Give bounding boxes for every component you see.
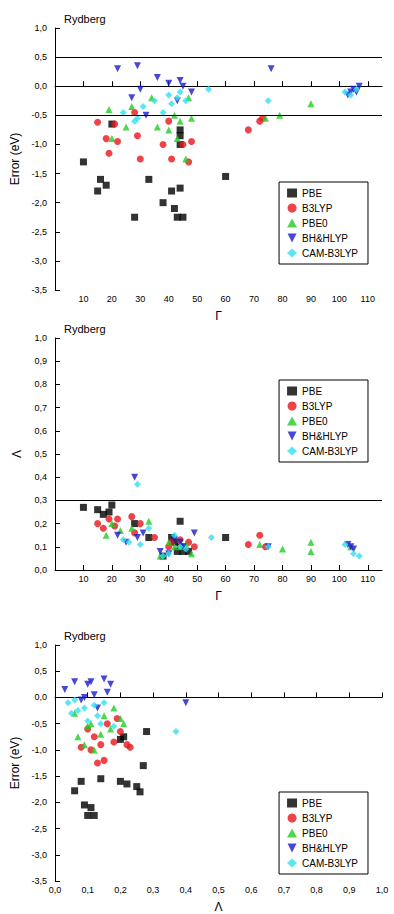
svg-text:40: 40: [164, 574, 174, 584]
svg-text:0,9: 0,9: [34, 356, 47, 366]
svg-text:1,0: 1,0: [34, 333, 47, 343]
svg-text:0,2: 0,2: [114, 885, 127, 895]
svg-text:0,5: 0,5: [34, 449, 47, 459]
svg-text:-1,0: -1,0: [31, 745, 47, 755]
svg-text:80: 80: [277, 294, 287, 304]
svg-text:B3LYP: B3LYP: [302, 203, 333, 214]
svg-text:0,7: 0,7: [34, 403, 47, 413]
svg-text:Error (eV): Error (eV): [8, 133, 22, 186]
svg-text:0,0: 0,0: [34, 565, 47, 575]
svg-text:BH&HLYP: BH&HLYP: [302, 843, 348, 854]
svg-text:Γ: Γ: [215, 589, 222, 603]
svg-text:0,6: 0,6: [245, 885, 258, 895]
svg-text:0,2: 0,2: [34, 519, 47, 529]
svg-text:-2,0: -2,0: [31, 797, 47, 807]
svg-text:0,3: 0,3: [34, 495, 47, 505]
svg-text:0,8: 0,8: [310, 885, 323, 895]
svg-text:CAM-B3LYP: CAM-B3LYP: [302, 248, 358, 259]
svg-text:-0,5: -0,5: [31, 719, 47, 729]
svg-text:0,5: 0,5: [34, 52, 47, 62]
svg-text:0,0: 0,0: [34, 81, 47, 91]
svg-text:60: 60: [221, 574, 231, 584]
svg-text:Rydberg: Rydberg: [64, 13, 106, 25]
svg-text:-3,0: -3,0: [31, 256, 47, 266]
svg-text:PBE0: PBE0: [302, 218, 328, 229]
svg-text:0,1: 0,1: [81, 885, 94, 895]
svg-text:-2,5: -2,5: [31, 227, 47, 237]
svg-text:-2,0: -2,0: [31, 198, 47, 208]
svg-text:0,1: 0,1: [34, 542, 47, 552]
svg-text:PBE: PBE: [302, 386, 322, 397]
svg-text:BH&HLYP: BH&HLYP: [302, 431, 348, 442]
svg-text:BH&HLYP: BH&HLYP: [302, 233, 348, 244]
svg-text:-1,0: -1,0: [31, 139, 47, 149]
svg-text:50: 50: [192, 574, 202, 584]
svg-text:-1,5: -1,5: [31, 169, 47, 179]
svg-text:PBE0: PBE0: [302, 828, 328, 839]
svg-text:0,0: 0,0: [34, 692, 47, 702]
svg-text:-1,5: -1,5: [31, 771, 47, 781]
svg-text:10: 10: [78, 294, 88, 304]
svg-text:60: 60: [221, 294, 231, 304]
svg-text:B3LYP: B3LYP: [302, 401, 333, 412]
svg-text:Λ: Λ: [10, 450, 24, 458]
svg-text:110: 110: [361, 294, 375, 304]
svg-text:90: 90: [306, 574, 316, 584]
svg-text:20: 20: [107, 294, 117, 304]
svg-text:-3,5: -3,5: [31, 876, 47, 886]
svg-text:-2,5: -2,5: [31, 824, 47, 834]
svg-text:100: 100: [332, 574, 347, 584]
svg-text:100: 100: [332, 294, 347, 304]
svg-text:80: 80: [277, 574, 287, 584]
svg-text:Error (eV): Error (eV): [8, 737, 22, 790]
svg-text:30: 30: [135, 574, 145, 584]
svg-text:40: 40: [164, 294, 174, 304]
svg-text:-3,0: -3,0: [31, 850, 47, 860]
svg-text:90: 90: [306, 294, 316, 304]
svg-text:Rydberg: Rydberg: [64, 630, 106, 642]
svg-text:B3LYP: B3LYP: [302, 813, 333, 824]
svg-text:0,9: 0,9: [343, 885, 356, 895]
svg-text:CAM-B3LYP: CAM-B3LYP: [302, 446, 358, 457]
svg-text:0,8: 0,8: [34, 379, 47, 389]
svg-text:30: 30: [135, 294, 145, 304]
svg-text:0,3: 0,3: [147, 885, 160, 895]
svg-text:20: 20: [107, 574, 117, 584]
svg-text:110: 110: [361, 574, 375, 584]
svg-text:PBE0: PBE0: [302, 416, 328, 427]
svg-text:70: 70: [249, 574, 259, 584]
svg-text:1,0: 1,0: [34, 23, 47, 33]
svg-text:-0,5: -0,5: [31, 110, 47, 120]
svg-text:0,5: 0,5: [34, 666, 47, 676]
svg-text:0,5: 0,5: [212, 885, 225, 895]
svg-text:1,0: 1,0: [376, 885, 389, 895]
svg-text:70: 70: [249, 294, 259, 304]
svg-text:CAM-B3LYP: CAM-B3LYP: [302, 858, 358, 869]
svg-text:PBE: PBE: [302, 798, 322, 809]
svg-text:0,4: 0,4: [34, 472, 47, 482]
svg-text:PBE: PBE: [302, 188, 322, 199]
svg-text:Γ: Γ: [215, 309, 222, 323]
svg-text:Rydberg: Rydberg: [64, 323, 106, 335]
svg-text:0,6: 0,6: [34, 426, 47, 436]
svg-text:10: 10: [78, 574, 88, 584]
svg-text:0,0: 0,0: [49, 885, 62, 895]
svg-text:-3,5: -3,5: [31, 285, 47, 295]
svg-text:Λ: Λ: [214, 900, 222, 914]
svg-text:1,0: 1,0: [34, 640, 47, 650]
svg-text:50: 50: [192, 294, 202, 304]
svg-text:0,4: 0,4: [180, 885, 193, 895]
svg-text:0,7: 0,7: [278, 885, 291, 895]
